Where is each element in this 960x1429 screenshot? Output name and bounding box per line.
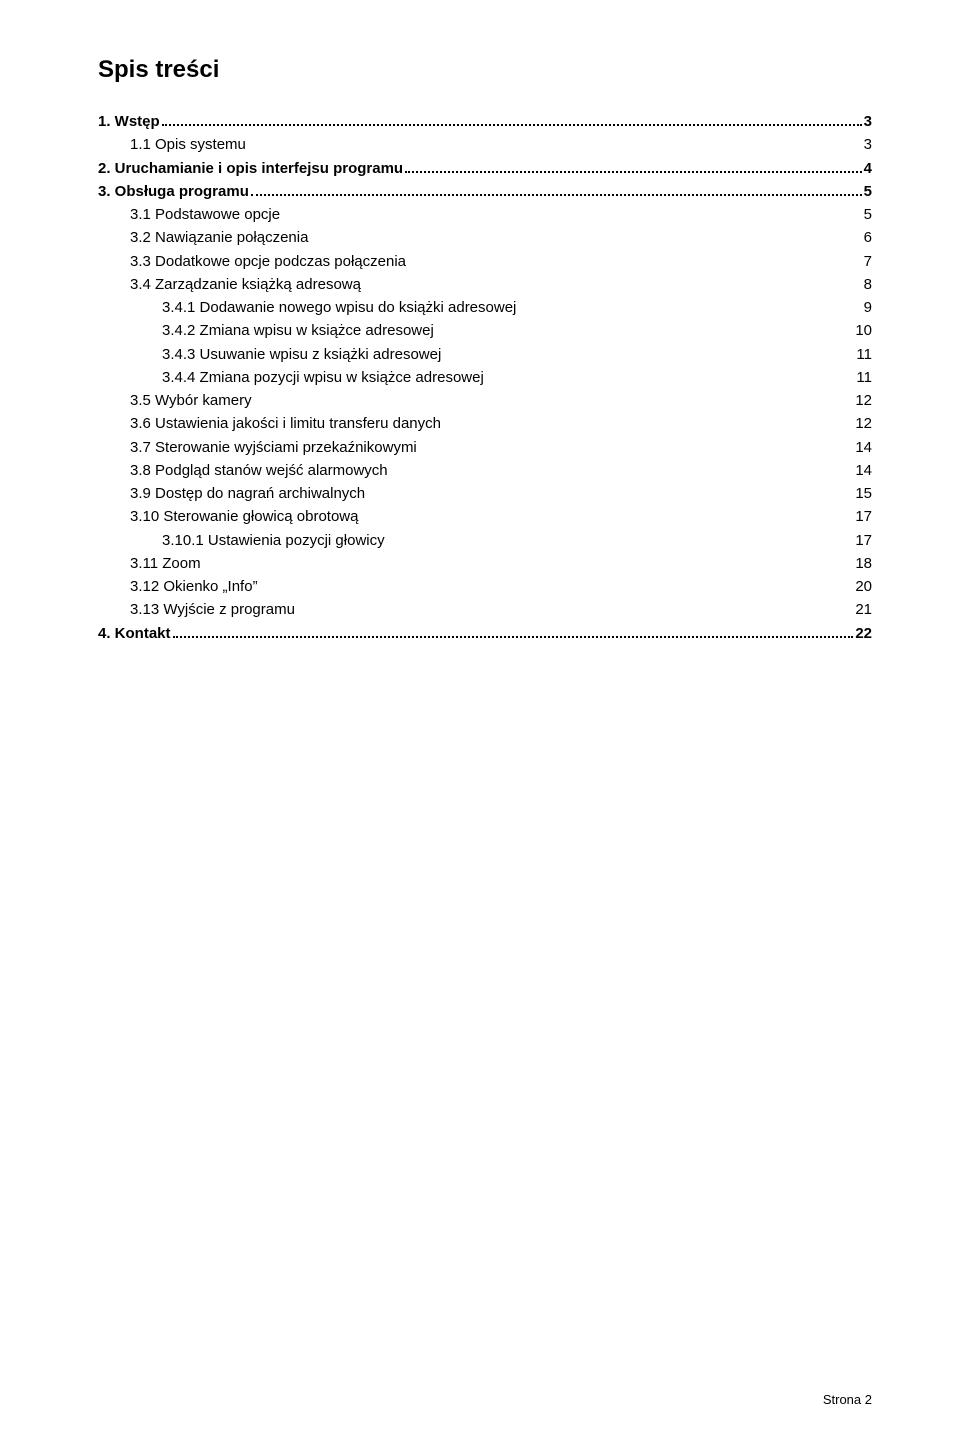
toc-entry-label: 3.12 Okienko „Info” <box>130 575 847 598</box>
toc-entry: 3.10 Sterowanie głowicą obrotową17 <box>98 505 872 528</box>
toc-entry: 3.4.2 Zmiana wpisu w książce adresowej10 <box>98 319 872 342</box>
toc-entry-page: 20 <box>847 575 872 598</box>
toc-entry-label: 3.4.2 Zmiana wpisu w książce adresowej <box>162 319 847 342</box>
toc-entry: 3.9 Dostęp do nagrań archiwalnych15 <box>98 482 872 505</box>
toc-entry: 3.10.1 Ustawienia pozycji głowicy17 <box>98 529 872 552</box>
toc-entry: 3.2 Nawiązanie połączenia6 <box>98 226 872 249</box>
toc-entry: 3.13 Wyjście z programu21 <box>98 598 872 621</box>
toc-entry-label: 1.1 Opis systemu <box>130 133 856 156</box>
toc-entry-page: 3 <box>864 110 872 133</box>
toc-entry-page: 22 <box>855 622 872 645</box>
toc-entry-label: 3.3 Dodatkowe opcje podczas połączenia <box>130 250 856 273</box>
toc-entry-page: 10 <box>847 319 872 342</box>
toc-entry-label: 4. Kontakt <box>98 622 171 645</box>
toc-entry-page: 14 <box>847 436 872 459</box>
toc-leader-dots <box>251 194 862 196</box>
toc-entry-page: 5 <box>856 203 872 226</box>
toc-entry-page: 3 <box>856 133 872 156</box>
toc-entry: 3.1 Podstawowe opcje5 <box>98 203 872 226</box>
toc-entry-label: 3.4.4 Zmiana pozycji wpisu w książce adr… <box>162 366 848 389</box>
toc-entry-page: 12 <box>847 412 872 435</box>
toc-entry-page: 6 <box>856 226 872 249</box>
toc-leader-dots <box>405 171 862 173</box>
toc-entry: 3.5 Wybór kamery12 <box>98 389 872 412</box>
toc-leader-dots <box>173 636 854 638</box>
toc-entry: 3.8 Podgląd stanów wejść alarmowych14 <box>98 459 872 482</box>
toc-entry-label: 3.2 Nawiązanie połączenia <box>130 226 856 249</box>
table-of-contents: 1. Wstęp31.1 Opis systemu32. Uruchamiani… <box>98 110 872 645</box>
toc-entry: 3.12 Okienko „Info”20 <box>98 575 872 598</box>
toc-entry: 3.6 Ustawienia jakości i limitu transfer… <box>98 412 872 435</box>
toc-entry-page: 7 <box>856 250 872 273</box>
toc-entry: 3.4.3 Usuwanie wpisu z książki adresowej… <box>98 343 872 366</box>
toc-entry-label: 3.9 Dostęp do nagrań archiwalnych <box>130 482 847 505</box>
toc-entry-label: 3.4 Zarządzanie książką adresową <box>130 273 856 296</box>
toc-entry: 3.4.4 Zmiana pozycji wpisu w książce adr… <box>98 366 872 389</box>
toc-entry-label: 3.10 Sterowanie głowicą obrotową <box>130 505 847 528</box>
toc-entry: 3.11 Zoom18 <box>98 552 872 575</box>
toc-entry-label: 3.6 Ustawienia jakości i limitu transfer… <box>130 412 847 435</box>
toc-entry-page: 11 <box>848 366 872 389</box>
toc-entry-label: 3.1 Podstawowe opcje <box>130 203 856 226</box>
page-title: Spis treści <box>98 56 872 84</box>
toc-entry: 4. Kontakt 22 <box>98 622 872 645</box>
toc-entry-label: 3.7 Sterowanie wyjściami przekaźnikowymi <box>130 436 847 459</box>
toc-entry-page: 4 <box>864 157 872 180</box>
toc-entry-page: 8 <box>856 273 872 296</box>
toc-entry-label: 3.5 Wybór kamery <box>130 389 847 412</box>
toc-entry: 3.7 Sterowanie wyjściami przekaźnikowymi… <box>98 436 872 459</box>
toc-entry-label: 3.10.1 Ustawienia pozycji głowicy <box>162 529 847 552</box>
toc-entry-page: 12 <box>847 389 872 412</box>
toc-entry-page: 15 <box>847 482 872 505</box>
toc-entry: 3. Obsługa programu 5 <box>98 180 872 203</box>
toc-entry-page: 18 <box>847 552 872 575</box>
toc-entry-label: 1. Wstęp <box>98 110 160 133</box>
toc-leader-dots <box>162 124 862 126</box>
toc-entry-label: 3.4.3 Usuwanie wpisu z książki adresowej <box>162 343 848 366</box>
toc-entry-label: 3.4.1 Dodawanie nowego wpisu do książki … <box>162 296 856 319</box>
toc-entry: 2. Uruchamianie i opis interfejsu progra… <box>98 157 872 180</box>
toc-entry-page: 5 <box>864 180 872 203</box>
toc-entry-label: 3. Obsługa programu <box>98 180 249 203</box>
toc-entry-label: 3.11 Zoom <box>130 552 847 575</box>
toc-entry: 1. Wstęp 3 <box>98 110 872 133</box>
toc-entry-label: 3.8 Podgląd stanów wejść alarmowych <box>130 459 847 482</box>
toc-entry-label: 3.13 Wyjście z programu <box>130 598 847 621</box>
toc-entry: 3.3 Dodatkowe opcje podczas połączenia7 <box>98 250 872 273</box>
toc-entry: 3.4 Zarządzanie książką adresową8 <box>98 273 872 296</box>
page-footer: Strona 2 <box>823 1392 872 1407</box>
toc-entry-page: 21 <box>847 598 872 621</box>
toc-entry: 1.1 Opis systemu3 <box>98 133 872 156</box>
toc-entry-label: 2. Uruchamianie i opis interfejsu progra… <box>98 157 403 180</box>
toc-entry-page: 17 <box>847 505 872 528</box>
toc-entry-page: 17 <box>847 529 872 552</box>
toc-entry-page: 9 <box>856 296 872 319</box>
toc-entry-page: 11 <box>848 343 872 366</box>
toc-entry: 3.4.1 Dodawanie nowego wpisu do książki … <box>98 296 872 319</box>
toc-entry-page: 14 <box>847 459 872 482</box>
